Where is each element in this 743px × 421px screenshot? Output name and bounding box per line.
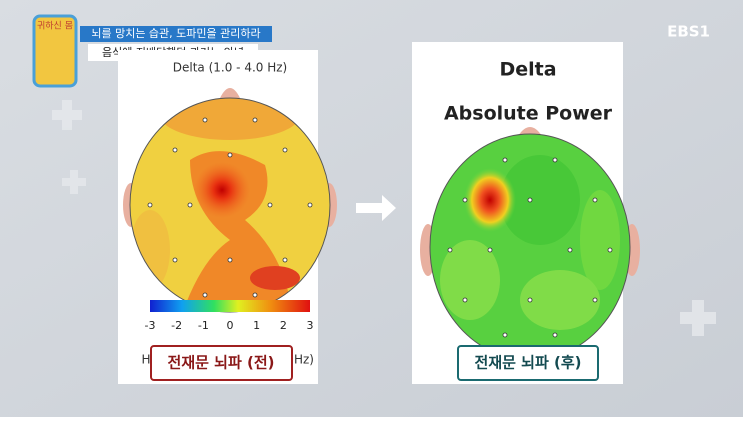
right-caption-box — [457, 345, 599, 381]
right-head — [420, 127, 640, 361]
colorbar-ticks: -3 -2 -1 0 1 2 3 — [145, 319, 314, 332]
right-subtitle: Absolute Power — [444, 103, 613, 125]
colorbar-tick-label: -2 — [171, 319, 182, 332]
left-head — [123, 88, 337, 313]
colorbar-tick-label: 1 — [253, 319, 260, 332]
left-title: Delta (1.0 - 4.0 Hz) — [173, 61, 287, 75]
left-caption-box — [150, 345, 293, 381]
deco-crosses — [52, 100, 716, 336]
colorbar-tick-label: -1 — [198, 319, 209, 332]
logo-text: 귀하신 몸 — [37, 21, 73, 32]
arrow — [356, 195, 396, 221]
hidden-fragment: H — [141, 353, 150, 367]
colorbar-tick-label: -3 — [145, 319, 156, 332]
hidden-fragment: Hz) — [294, 353, 314, 367]
headline-bg — [80, 26, 272, 42]
logo: 귀하신 몸 — [32, 14, 78, 88]
colorbar-tick-label: 2 — [280, 319, 287, 332]
colorbar — [150, 300, 310, 312]
headline: 뇌를 망치는 습관, 도파민을 관리하라 — [91, 26, 260, 40]
left-caption: 전재문 뇌파 (전) — [168, 354, 275, 372]
colorbar-tick-label: 3 — [307, 319, 314, 332]
right-title: Delta — [499, 59, 556, 81]
channel-logo: EBS1 — [667, 23, 710, 41]
colorbar-tick-label: 0 — [227, 319, 234, 332]
right-caption: 전재문 뇌파 (후) — [475, 354, 582, 372]
